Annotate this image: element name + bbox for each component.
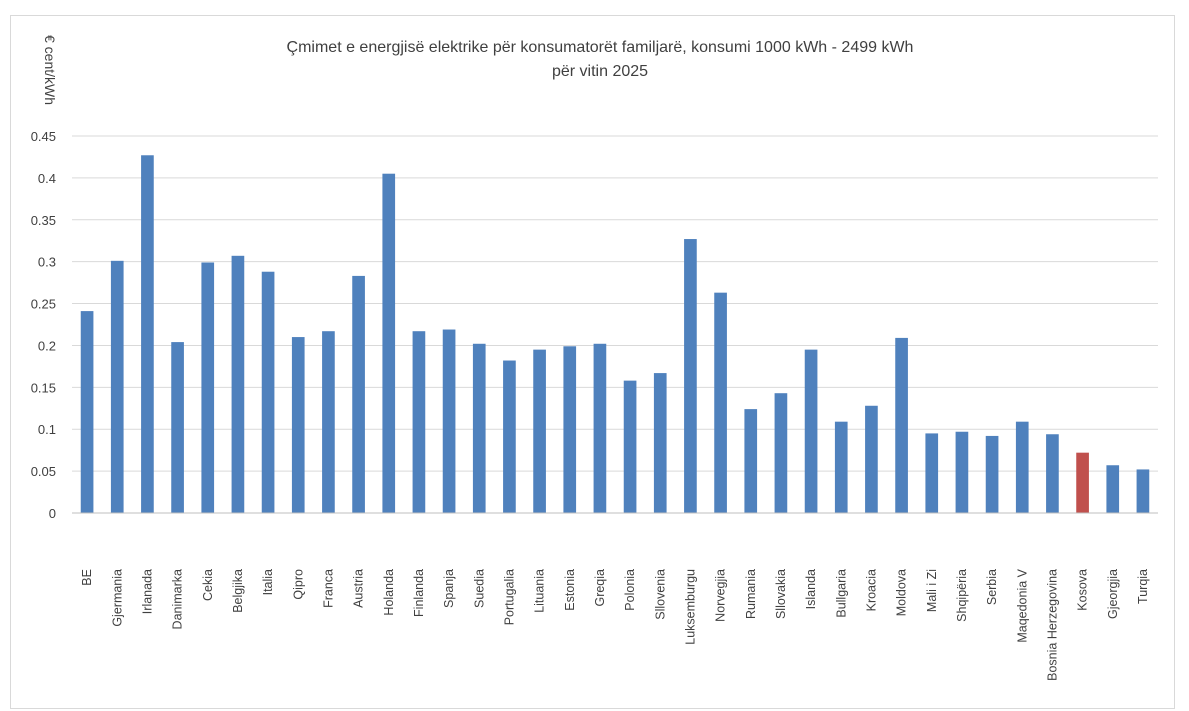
x-category-label: Spanja — [442, 569, 456, 608]
bar-be — [80, 311, 94, 513]
x-category-label: Finlanda — [412, 569, 426, 617]
chart-title: Çmimet e energjisë elektrike për konsuma… — [287, 39, 914, 56]
bar-irlanada — [141, 155, 154, 513]
x-category-label: Suedia — [472, 569, 486, 608]
bar-rumania — [744, 409, 758, 513]
x-category-label: Greqia — [593, 569, 607, 607]
chart-subtitle: për vitin 2025 — [552, 63, 648, 80]
x-category-label: Islanda — [804, 569, 818, 609]
x-category-label: BE — [80, 569, 94, 586]
x-category-label: Polonia — [623, 569, 637, 611]
bar-danimarka — [171, 342, 184, 513]
y-tick-label: 0.15 — [31, 380, 56, 395]
x-category-label: Austria — [352, 569, 366, 608]
x-category-label: Luksemburgu — [683, 569, 697, 645]
y-axis-ticks: 0 0.05 0.1 0.15 0.2 0.25 0.3 0.35 0.4 0.45 — [31, 129, 56, 521]
x-category-label: Kroacia — [864, 569, 878, 611]
x-category-label: Maqedonia V — [1015, 568, 1029, 642]
bar-maqedonia-v — [1015, 421, 1029, 513]
bar-luksemburgu — [684, 239, 697, 513]
y-tick-label: 0.4 — [38, 171, 56, 186]
x-category-label: Italia — [261, 569, 275, 595]
x-category-label: Shqipëria — [955, 569, 969, 622]
x-category-label: Sllovenia — [653, 569, 667, 620]
bar-cekia — [201, 262, 215, 513]
x-category-label: Bullgaria — [834, 569, 848, 618]
bar-suedia — [472, 343, 486, 513]
x-category-label: Qipro — [291, 569, 305, 600]
bar-qipro — [291, 337, 305, 513]
y-axis-unit-label: € cent/kWh — [42, 35, 58, 105]
bar-sllovakia — [774, 393, 788, 513]
y-tick-label: 0.3 — [38, 255, 56, 270]
x-category-label: Mali i Zi — [925, 569, 939, 612]
gridlines — [72, 135, 1158, 472]
bar-lituania — [533, 349, 546, 513]
bar-bullgaria — [834, 421, 848, 513]
bar-serbia — [985, 435, 999, 513]
bar-sllovenia — [653, 373, 667, 513]
bar-belgjika — [231, 255, 245, 513]
x-category-label: Moldova — [895, 569, 909, 616]
bar-kroacia — [865, 405, 878, 513]
bar-mali-i-zi — [925, 433, 939, 513]
bar-holanda — [382, 173, 396, 513]
x-category-label: Serbia — [985, 569, 999, 605]
bar-moldova — [895, 337, 908, 513]
bar-spanja — [442, 329, 456, 513]
x-category-label: Gjermania — [110, 569, 124, 627]
y-tick-label: 0.45 — [31, 129, 56, 144]
bar-franca — [322, 331, 335, 513]
x-axis-category-labels: BE Gjermania Irlanada Danimarka Cekia Belgjik… — [80, 568, 1150, 681]
bar-gjermania — [110, 260, 124, 513]
bar-islanda — [804, 349, 818, 513]
x-category-label: Holanda — [382, 569, 396, 616]
bar-finlanda — [412, 331, 426, 513]
y-tick-label: 0.05 — [31, 464, 56, 479]
y-tick-label: 0.25 — [31, 297, 56, 312]
x-category-label: Belgjika — [231, 569, 245, 613]
x-category-label: Estonia — [563, 569, 577, 611]
bar-estonia — [563, 346, 577, 513]
x-category-label: Irlanada — [140, 569, 154, 614]
x-category-label: Bosnia Herzegovina — [1045, 569, 1059, 681]
x-category-label: Lituania — [533, 569, 547, 613]
bar-kosova — [1076, 452, 1089, 513]
bar-portugalia — [503, 360, 516, 513]
x-category-label: Danimarka — [171, 569, 185, 629]
bar-italia — [261, 271, 275, 513]
x-category-label: Norvegjia — [714, 569, 728, 622]
x-category-label: Rumania — [744, 569, 758, 619]
bar-polonia — [623, 380, 637, 513]
x-category-label: Turqia — [1136, 569, 1150, 604]
bar-bosnia-herzegovina — [1046, 434, 1059, 513]
bar-austria — [352, 275, 365, 513]
x-category-label: Franca — [321, 569, 335, 608]
x-category-label: Cekia — [201, 569, 215, 601]
y-tick-label: 0.1 — [38, 422, 56, 437]
bar-turqia — [1136, 469, 1150, 513]
bars — [80, 155, 1150, 513]
bar-gjeorgjia — [1106, 465, 1120, 513]
x-category-label: Kosova — [1076, 569, 1090, 611]
x-category-label: Portugalia — [502, 569, 516, 625]
x-category-label: Gjeorgjia — [1106, 569, 1120, 619]
y-tick-label: 0.2 — [38, 338, 56, 353]
y-tick-label: 0.35 — [31, 213, 56, 228]
bar-greqia — [593, 343, 607, 513]
bar-norvegjia — [714, 292, 727, 513]
bar-shqipëria — [955, 431, 969, 513]
x-category-label: Sllovakia — [774, 569, 788, 619]
y-tick-label: 0 — [49, 506, 56, 521]
